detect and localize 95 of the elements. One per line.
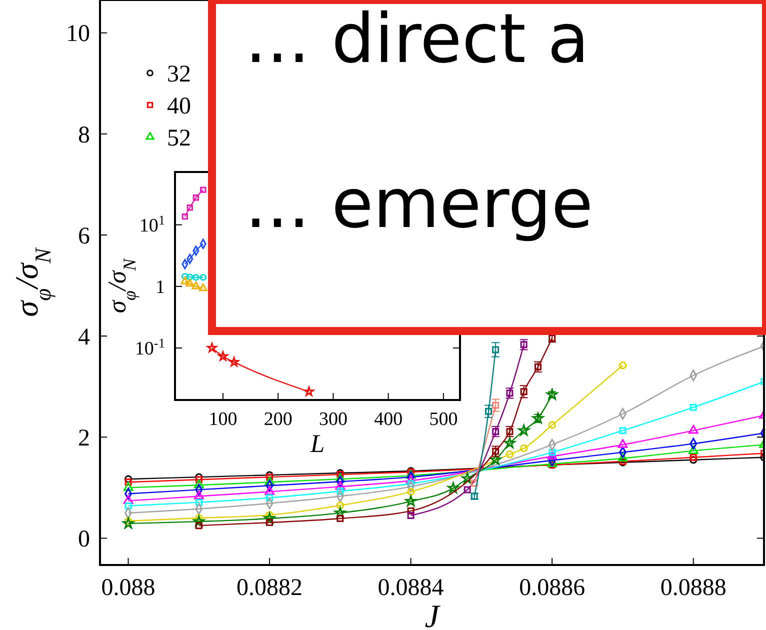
point	[520, 388, 528, 396]
y-tick-label: 0	[78, 526, 90, 553]
point	[518, 424, 530, 436]
point	[180, 276, 190, 284]
point	[186, 274, 194, 280]
x-tick-label: 0.088	[101, 575, 156, 601]
point	[506, 450, 514, 458]
legend-label: 40	[167, 93, 191, 120]
y-tick-label: 2	[78, 426, 90, 452]
point	[462, 472, 473, 484]
point	[193, 516, 205, 526]
point	[406, 470, 416, 479]
point	[407, 507, 414, 514]
point	[192, 282, 200, 290]
point	[485, 408, 492, 415]
point	[490, 454, 502, 465]
point	[690, 456, 698, 464]
point	[448, 482, 459, 494]
y-tick-label: 10$^{1}$	[139, 212, 165, 236]
point	[470, 480, 478, 487]
point	[690, 454, 697, 461]
point	[195, 498, 202, 506]
point	[266, 494, 274, 502]
point	[264, 486, 274, 495]
annotation: ... emerge	[245, 165, 594, 244]
point	[195, 522, 202, 530]
y-tick-label: 10$^{-1}$	[134, 335, 165, 360]
point	[464, 486, 471, 494]
point	[506, 428, 514, 436]
point	[405, 495, 416, 506]
point	[334, 507, 346, 518]
point	[336, 488, 344, 495]
point	[335, 474, 346, 482]
point	[492, 448, 500, 455]
point	[504, 437, 516, 448]
point	[264, 476, 274, 486]
point	[546, 388, 558, 400]
point	[547, 458, 557, 468]
point	[492, 346, 500, 354]
x-tick-label: 0.0888	[660, 575, 726, 601]
point	[206, 342, 217, 352]
x-tick-label: 100	[208, 409, 238, 430]
point	[534, 363, 542, 370]
point	[304, 386, 314, 396]
point	[547, 450, 557, 460]
x-axis-title: L	[309, 429, 325, 458]
point	[335, 481, 346, 490]
point	[186, 278, 194, 287]
point	[618, 452, 628, 462]
x-tick-label: 300	[318, 409, 348, 430]
y-tick-label: 1	[156, 277, 165, 298]
point	[688, 445, 698, 454]
point	[506, 390, 514, 397]
point	[618, 439, 628, 448]
y-tick-label: 6	[78, 223, 90, 250]
x-tick-label: 500	[429, 409, 458, 430]
point	[688, 425, 698, 434]
point	[266, 519, 274, 526]
point	[229, 356, 239, 366]
point	[406, 488, 415, 496]
point	[182, 213, 188, 220]
point	[123, 482, 134, 491]
point	[336, 502, 344, 510]
legend-label: 52	[167, 125, 191, 152]
x-tick-label: 0.0884	[378, 575, 444, 601]
point	[195, 473, 203, 481]
y-tick-label: 4	[78, 324, 90, 350]
y-tick-label: 8	[78, 122, 90, 148]
x-tick-label: 0.0886	[519, 575, 586, 601]
point	[520, 444, 528, 452]
point	[192, 194, 200, 201]
point	[192, 274, 200, 281]
point	[194, 480, 204, 488]
y-tick-label: 10	[66, 21, 90, 48]
point	[520, 341, 528, 348]
point	[619, 427, 626, 434]
point	[266, 471, 274, 479]
point	[198, 283, 208, 292]
x-tick-label: 200	[264, 409, 292, 430]
point	[200, 186, 206, 193]
point	[124, 502, 132, 510]
point	[186, 204, 193, 211]
x-tick-label: 0.0882	[236, 575, 303, 601]
legend-label: 32	[167, 61, 191, 88]
point	[218, 351, 228, 361]
point	[548, 421, 556, 429]
point	[690, 404, 697, 411]
point	[492, 428, 500, 436]
point	[492, 402, 500, 409]
point	[194, 490, 204, 500]
x-tick-label: 400	[374, 409, 403, 430]
point	[407, 512, 414, 519]
x-axis-title: J	[424, 599, 441, 630]
point	[336, 515, 344, 522]
annotation: ... direct a	[245, 0, 590, 79]
